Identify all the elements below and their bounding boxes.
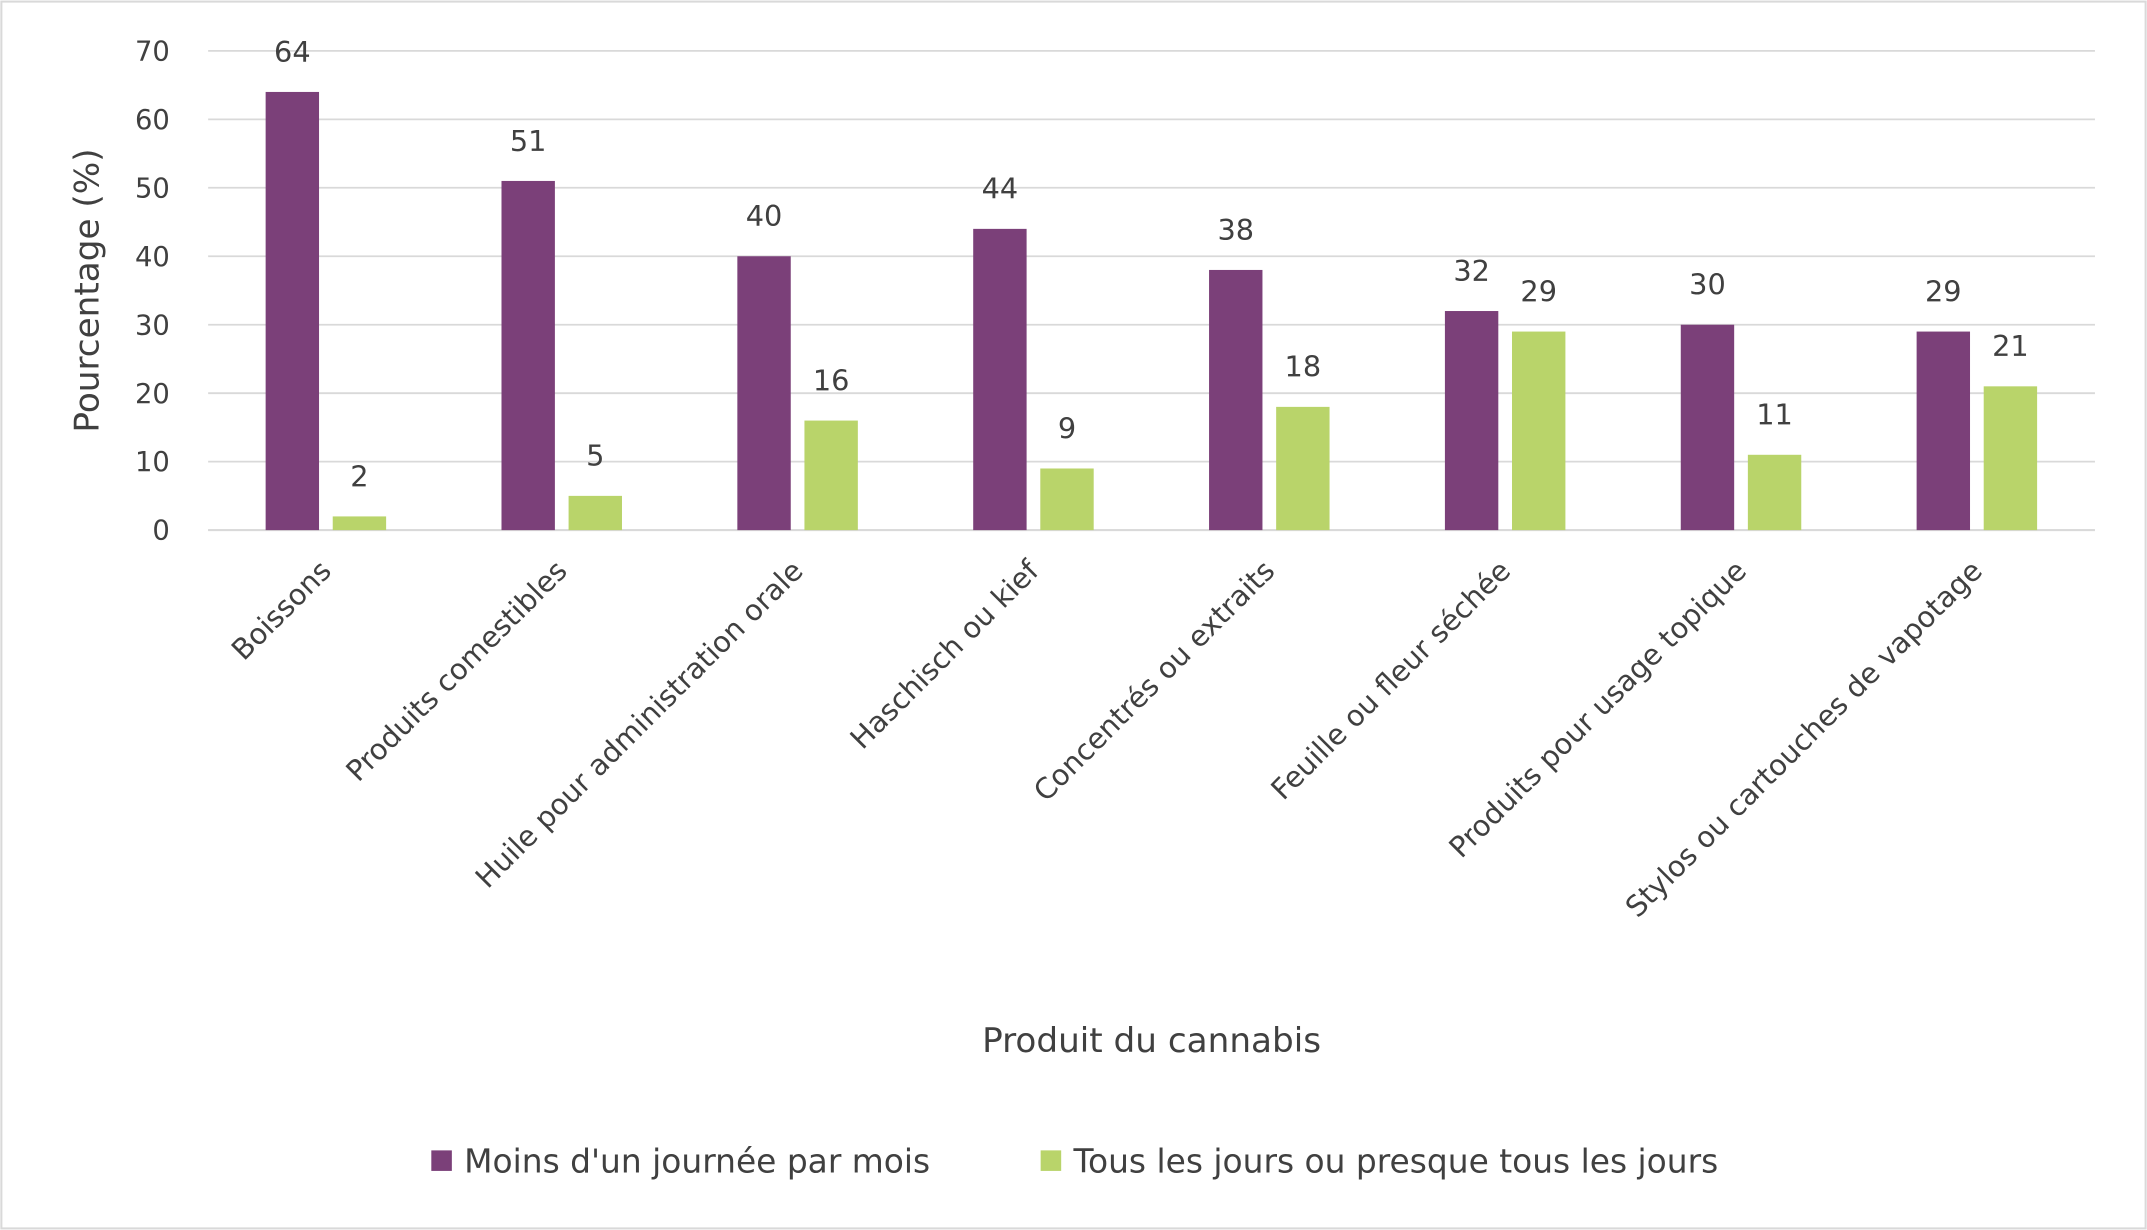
bar-series-2 [804,420,858,531]
bar-series-1 [1444,311,1499,531]
y-tick-label: 70 [135,36,170,67]
bar-series-2 [1040,468,1094,531]
data-label: 11 [1756,398,1793,432]
data-label: 38 [1217,213,1254,247]
bar-series-1 [1209,269,1263,531]
data-label: 64 [274,35,311,69]
data-label: 5 [586,439,604,473]
y-tick-label: 60 [135,105,170,136]
data-label: 40 [746,199,783,233]
data-label: 9 [1058,411,1076,445]
data-label: 30 [1689,268,1726,302]
data-label: 44 [982,172,1019,206]
data-label: 18 [1285,350,1322,384]
bar-series-2 [1983,386,2038,531]
y-tick-label: 10 [135,447,170,478]
data-label: 2 [350,459,368,493]
bar-series-2 [332,516,387,531]
y-tick-label: 40 [135,242,170,273]
data-label: 29 [1925,274,1962,308]
y-axis-title: Pourcentage (%) [68,148,108,432]
legend-swatch-series-2 [1040,1150,1062,1171]
bar-series-1 [501,180,555,531]
bar-series-1 [1680,324,1735,531]
bar-series-1 [1916,331,1971,531]
bar-series-2 [1512,331,1566,531]
data-label: 51 [510,124,547,158]
y-tick-label: 0 [152,516,169,547]
bar-series-2 [568,495,622,531]
legend: Moins d'un journée par mois Tous les jou… [431,1141,1718,1180]
legend-swatch-series-1 [431,1150,452,1171]
legend-label-series-2: Tous les jours ou presque tous les jours [1073,1141,1719,1180]
data-label: 21 [1992,329,2029,363]
bar-series-2 [1276,406,1330,531]
y-tick-label: 30 [135,310,170,341]
bar-series-1 [265,91,320,531]
data-label: 29 [1520,274,1557,308]
y-tick-label: 20 [135,379,170,410]
legend-label-series-1: Moins d'un journée par mois [464,1141,930,1180]
data-label: 16 [813,363,850,397]
y-tick-label: 50 [135,173,170,204]
bar-series-2 [1747,454,1802,531]
bar-series-1 [973,228,1027,531]
bar-series-1 [737,256,791,531]
x-axis-title: Produit du cannabis [982,1021,1321,1061]
data-label: 32 [1453,254,1490,288]
